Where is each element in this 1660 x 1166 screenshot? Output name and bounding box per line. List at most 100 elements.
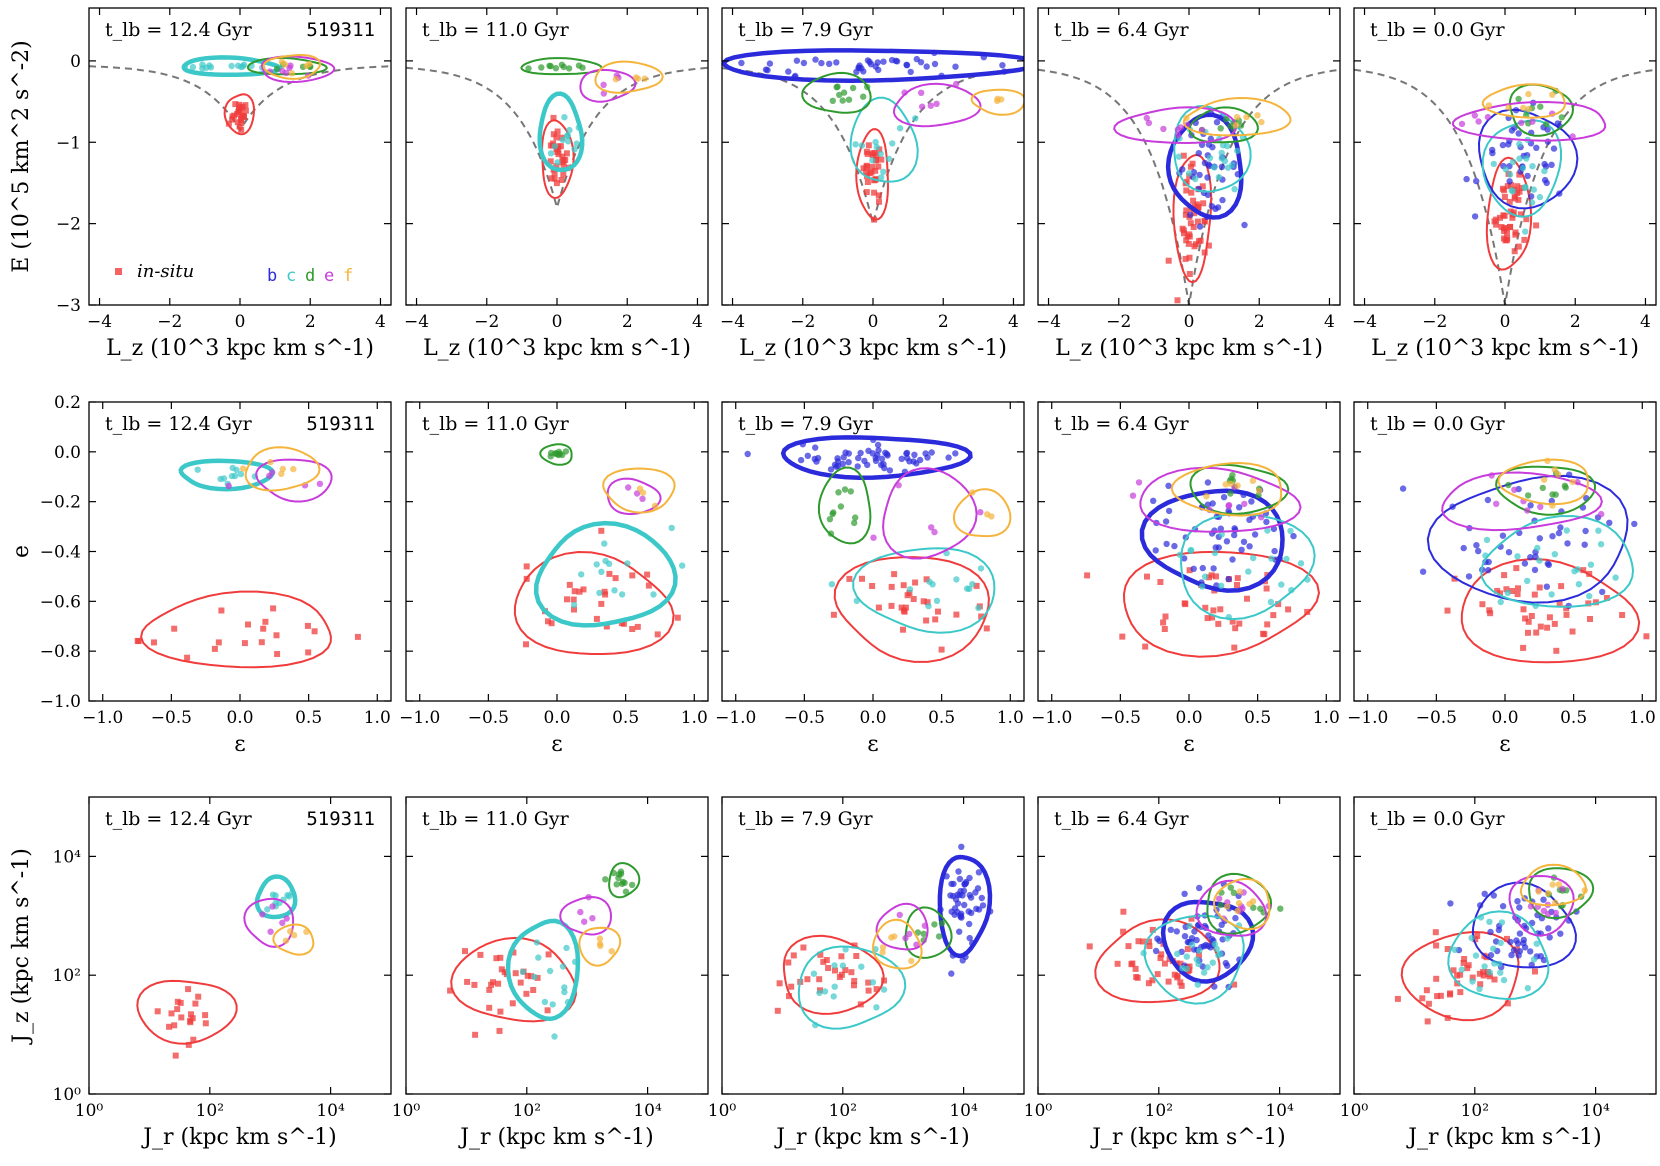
- point-d: [836, 91, 843, 99]
- point-insitu: [654, 631, 661, 638]
- point-insitu: [820, 958, 827, 965]
- point-c: [1188, 941, 1196, 948]
- point-b: [1222, 959, 1230, 967]
- point-insitu: [1517, 211, 1524, 218]
- panel-title: t_lb = 6.4 Gyr: [1054, 19, 1190, 41]
- point-e: [919, 103, 926, 110]
- point-c: [1530, 186, 1538, 193]
- point-insitu: [1304, 608, 1311, 615]
- point-b: [1531, 566, 1539, 574]
- point-e: [1475, 118, 1482, 125]
- point-b: [1195, 150, 1203, 157]
- point-c: [1514, 553, 1521, 560]
- point-d: [622, 888, 630, 895]
- point-b: [1473, 177, 1480, 185]
- x-tick-label: 1.0: [1629, 708, 1656, 728]
- point-e: [913, 941, 920, 948]
- point-b: [956, 875, 964, 883]
- point-insitu: [497, 1008, 504, 1015]
- x-tick-label: 0.0: [543, 708, 570, 728]
- point-insitu: [1486, 973, 1493, 980]
- y-tick-label: 0.2: [54, 393, 81, 413]
- x-axis-label: L_z (10^3 kpc km s^-1): [106, 336, 374, 361]
- point-d: [552, 450, 559, 457]
- point-c: [1509, 188, 1516, 195]
- point-b: [1544, 138, 1552, 145]
- point-insitu: [1232, 625, 1239, 632]
- point-f: [279, 465, 286, 473]
- point-e: [1537, 503, 1544, 510]
- point-insitu: [1509, 588, 1516, 594]
- point-c: [1483, 536, 1491, 544]
- point-b: [958, 914, 965, 921]
- point-d: [565, 65, 573, 72]
- point-c: [1468, 934, 1475, 942]
- point-b: [1521, 560, 1529, 567]
- point-insitu: [900, 626, 906, 633]
- point-c: [679, 562, 686, 569]
- point-b: [1165, 507, 1173, 515]
- point-insitu: [151, 639, 157, 646]
- point-b: [744, 450, 751, 458]
- point-b: [738, 59, 745, 67]
- panel-title: t_lb = 11.0 Gyr: [422, 808, 570, 830]
- point-c: [1176, 551, 1184, 558]
- point-insitu: [1437, 992, 1444, 999]
- point-d: [938, 920, 946, 927]
- point-c: [1516, 155, 1523, 162]
- point-c: [1528, 199, 1536, 206]
- contour-e: [1508, 874, 1575, 937]
- point-c: [668, 524, 675, 532]
- x-axis-label: L_z (10^3 kpc km s^-1): [1055, 336, 1323, 361]
- point-insitu: [185, 986, 192, 993]
- point-insitu: [924, 599, 931, 606]
- y-axis-label: J_z (kpc km s^-1): [9, 848, 34, 1045]
- point-b: [1543, 583, 1551, 590]
- point-c: [1225, 614, 1233, 621]
- point-e: [589, 915, 596, 922]
- point-b: [1203, 213, 1211, 221]
- point-e: [267, 928, 274, 935]
- point-d: [935, 933, 943, 940]
- x-tick-label: −1.0: [715, 708, 756, 728]
- point-f: [1551, 466, 1559, 473]
- point-e: [906, 930, 913, 938]
- point-c: [1204, 964, 1211, 971]
- point-insitu: [517, 979, 524, 986]
- point-insitu: [1231, 981, 1238, 988]
- point-b: [1196, 171, 1203, 179]
- x-tick-label: 1.0: [681, 708, 708, 728]
- point-b: [875, 66, 882, 74]
- point-b: [1154, 935, 1161, 942]
- x-tick-label: 2: [1254, 312, 1265, 332]
- point-insitu: [953, 611, 960, 618]
- point-b: [1566, 471, 1573, 478]
- point-insitu: [1185, 240, 1192, 247]
- panel-plot-area: [406, 57, 708, 212]
- point-b: [1487, 928, 1494, 936]
- point-b: [966, 920, 973, 928]
- point-c: [264, 906, 271, 913]
- point-d: [552, 65, 560, 72]
- point-c: [596, 589, 603, 597]
- point-e: [1574, 478, 1581, 486]
- point-insitu: [1275, 601, 1282, 608]
- point-c: [1245, 568, 1252, 575]
- panel-title: t_lb = 11.0 Gyr: [422, 19, 570, 41]
- point-insitu: [174, 998, 181, 1005]
- point-insitu: [1180, 227, 1187, 234]
- panel-plot-area: [1399, 457, 1650, 664]
- point-d: [560, 63, 567, 71]
- point-e: [1160, 125, 1167, 133]
- point-f: [1183, 115, 1190, 122]
- point-insitu: [1086, 943, 1093, 950]
- contour-b: [780, 435, 973, 480]
- point-insitu: [1469, 974, 1476, 981]
- point-insitu: [1533, 222, 1540, 229]
- x-tick-label: −1.0: [399, 708, 440, 728]
- point-insitu: [910, 596, 917, 602]
- point-insitu: [1460, 959, 1467, 966]
- point-b: [1449, 503, 1456, 510]
- point-f: [1549, 502, 1556, 509]
- point-insitu: [1511, 248, 1518, 255]
